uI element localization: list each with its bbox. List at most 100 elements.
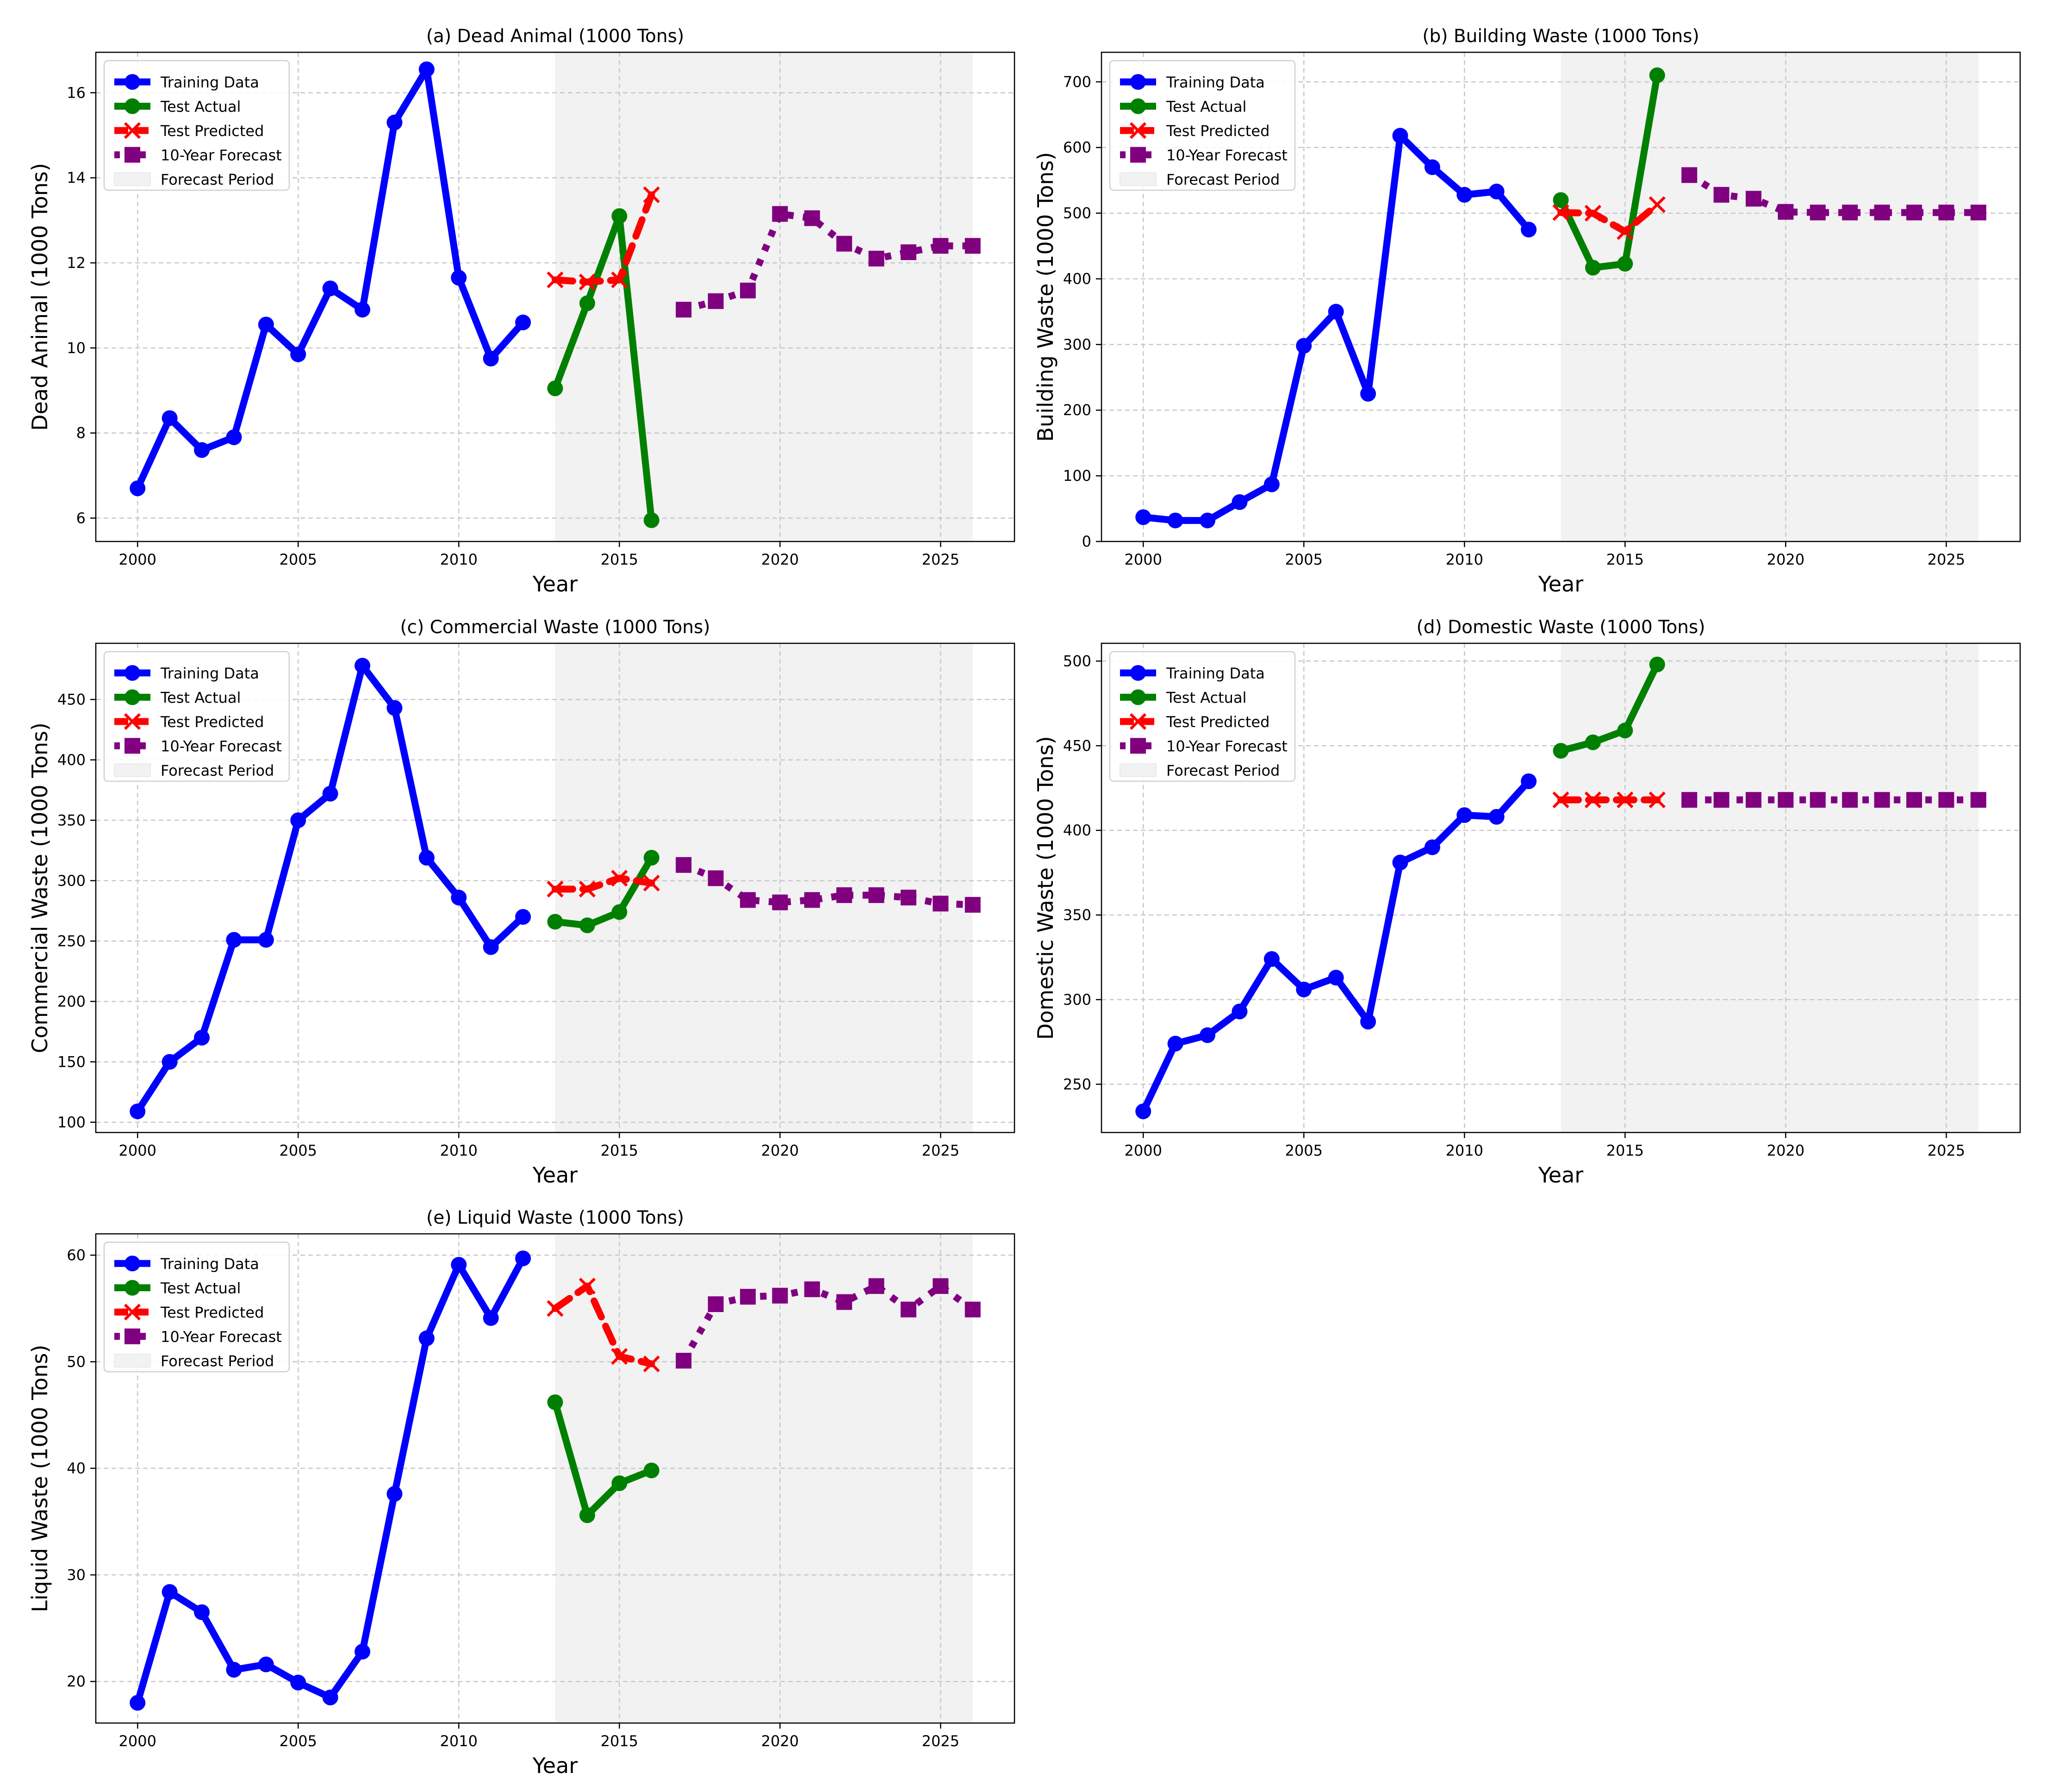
- data-point-forecast: [1810, 205, 1826, 221]
- legend-marker-test-predicted: [124, 1303, 141, 1321]
- y-axis-label: Commercial Waste (1000 Tons): [27, 722, 52, 1053]
- data-point-test-predicted: [1617, 791, 1634, 809]
- data-point-forecast: [964, 1301, 981, 1318]
- data-point-test-actual: [643, 850, 660, 866]
- data-point-training-data: [1263, 476, 1280, 492]
- data-point-forecast: [804, 1281, 820, 1297]
- data-point-training-data: [1135, 509, 1151, 525]
- legend-label: Forecast Period: [161, 171, 274, 188]
- legend-marker-forecast: [1130, 738, 1146, 754]
- legend-box: [103, 651, 290, 782]
- legend-label: Test Predicted: [160, 122, 264, 140]
- legend-entry: Test Predicted: [1120, 122, 1269, 140]
- y-tick-label: 20: [67, 1673, 86, 1690]
- data-point-training-data: [1167, 512, 1183, 529]
- forecast-period-band: [1561, 52, 1979, 541]
- y-tick-label: 350: [57, 811, 86, 829]
- data-point-training-data: [1488, 809, 1505, 825]
- data-point-training-data: [355, 658, 371, 674]
- data-point-training-data: [322, 1689, 338, 1705]
- data-point-forecast: [1713, 187, 1730, 203]
- y-tick-label: 12: [67, 254, 86, 272]
- data-point-test-actual: [1617, 722, 1633, 739]
- series-training-data: [130, 1250, 531, 1711]
- legend-label: 10-Year Forecast: [1166, 147, 1288, 164]
- data-point-training-data: [258, 932, 274, 948]
- data-point-forecast: [1906, 205, 1922, 221]
- y-axis-label: Dead Animal (1000 Tons): [27, 163, 52, 431]
- legend-entry: 10-Year Forecast: [1120, 147, 1288, 164]
- data-point-test-predicted: [579, 880, 596, 898]
- data-point-forecast: [1745, 792, 1761, 808]
- chart-panel-d: 2000 2005 2010 2015 2020 2025 250 300 350 400 450 5…: [1033, 617, 2021, 1188]
- data-point-training-data: [1456, 187, 1473, 203]
- data-point-training-data: [451, 270, 467, 286]
- data-point-test-actual: [579, 295, 595, 311]
- x-tick-label: 2015: [601, 1732, 638, 1750]
- data-point-training-data: [194, 1030, 210, 1046]
- x-tick-label: 2020: [1767, 551, 1804, 568]
- data-point-test-actual: [547, 380, 563, 397]
- y-tick-label: 8: [76, 424, 86, 442]
- legend-entry: 10-Year Forecast: [114, 1328, 282, 1346]
- series-training-data: [1135, 773, 1537, 1120]
- legend-box: [103, 1241, 290, 1373]
- legend-entry: Test Predicted: [114, 713, 264, 731]
- legend-label: 10-Year Forecast: [161, 1328, 282, 1346]
- data-point-training-data: [1296, 981, 1312, 997]
- y-tick-label: 100: [1063, 467, 1091, 485]
- data-point-forecast: [1874, 792, 1890, 808]
- data-point-forecast: [676, 857, 692, 873]
- legend-entry: Training Data: [114, 1255, 259, 1273]
- legend-entry: Test Actual: [114, 689, 241, 707]
- legend-label: Test Actual: [160, 689, 241, 707]
- legend-patch-forecast-period: [1120, 763, 1157, 777]
- legend-marker-training-data: [1130, 74, 1146, 90]
- x-tick-label: 2005: [1285, 1142, 1323, 1159]
- data-point-forecast: [1842, 205, 1858, 221]
- data-point-training-data: [451, 1257, 467, 1273]
- legend-marker-test-actual: [1130, 689, 1146, 705]
- y-tick-label: 400: [1063, 270, 1091, 287]
- data-point-training-data: [1263, 951, 1280, 967]
- legend-marker-test-predicted: [1129, 713, 1147, 730]
- data-point-test-actual: [643, 1462, 660, 1479]
- data-point-training-data: [1456, 807, 1473, 823]
- data-point-training-data: [130, 1103, 146, 1120]
- data-point-training-data: [418, 1330, 435, 1346]
- data-point-forecast: [1874, 205, 1890, 221]
- legend-label: Test Actual: [1166, 689, 1246, 707]
- y-tick-label: 500: [1063, 652, 1091, 670]
- axes-frame: [1101, 51, 2021, 542]
- y-tick-label: 60: [67, 1246, 86, 1264]
- series-test-actual: [1553, 656, 1665, 759]
- x-tick-label: 2025: [922, 1142, 959, 1159]
- data-point-forecast: [740, 282, 756, 299]
- data-point-test-predicted: [643, 1355, 660, 1373]
- data-point-test-predicted: [579, 274, 596, 291]
- legend: Training Data Test Actual Test Predicted 10…: [103, 1241, 290, 1373]
- data-point-test-actual: [643, 512, 660, 529]
- data-point-forecast: [933, 238, 949, 254]
- data-point-test-predicted: [643, 186, 660, 204]
- series-test-actual: [1553, 67, 1665, 276]
- series-line-forecast: [680, 1282, 975, 1363]
- data-point-training-data: [290, 1674, 306, 1691]
- data-point-training-data: [194, 1604, 210, 1620]
- data-point-forecast: [1842, 792, 1858, 808]
- forecast-period-band: [555, 52, 973, 541]
- legend-label: Training Data: [160, 665, 259, 682]
- data-point-training-data: [290, 812, 306, 828]
- legend-marker-training-data: [1130, 665, 1146, 681]
- x-tick-label: 2010: [1446, 551, 1483, 568]
- legend-patch-forecast-period: [1120, 172, 1157, 186]
- data-point-training-data: [1521, 773, 1537, 790]
- forecast-period-band: [1561, 643, 1979, 1132]
- data-point-training-data: [386, 1486, 403, 1502]
- legend-marker-test-predicted: [124, 713, 141, 730]
- data-point-forecast: [1745, 191, 1761, 207]
- data-point-training-data: [515, 314, 531, 330]
- series-layer: [130, 658, 981, 1120]
- series-test-actual: [547, 1394, 660, 1523]
- data-point-forecast: [933, 1278, 949, 1294]
